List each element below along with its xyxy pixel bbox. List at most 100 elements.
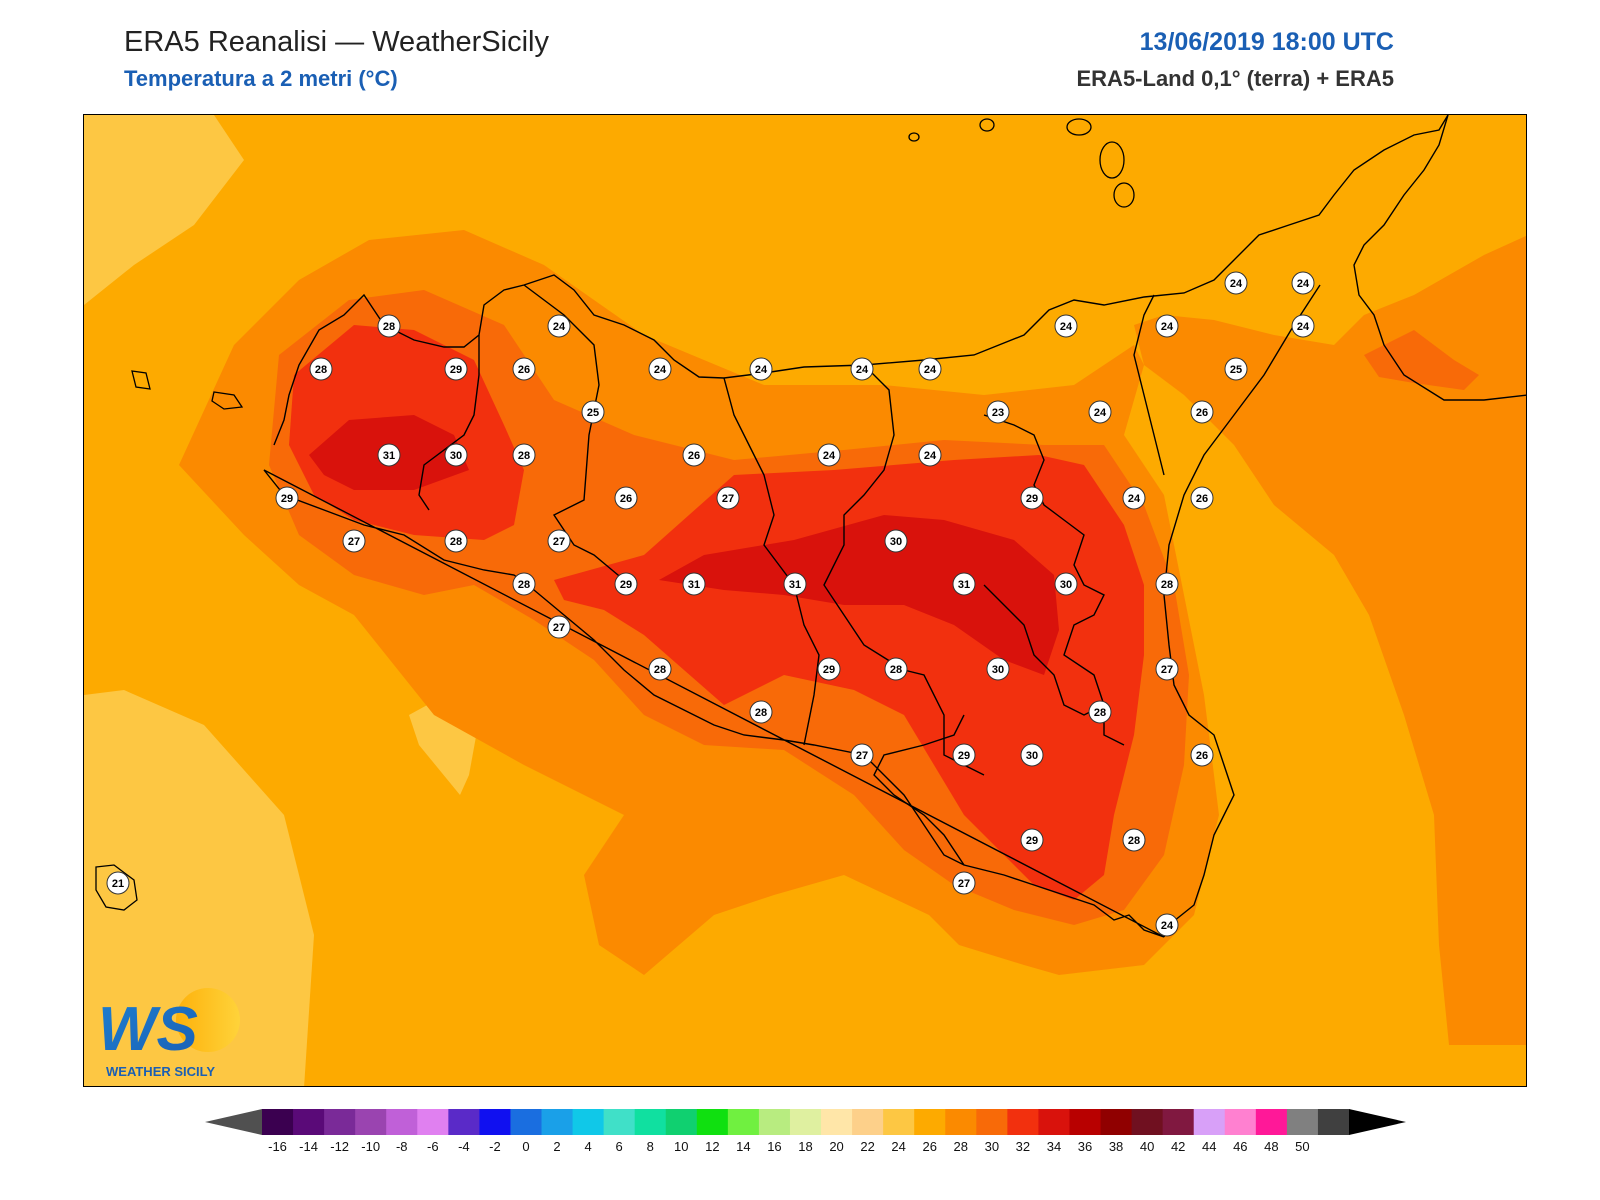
station-marker: 25 <box>581 400 605 424</box>
station-value: 27 <box>856 750 868 762</box>
island-aeolian-4 <box>1113 182 1135 208</box>
station-marker: 24 <box>1291 271 1315 295</box>
station-value: 27 <box>348 536 360 548</box>
logo-sun-icon <box>176 988 240 1052</box>
station-marker: 30 <box>1054 572 1078 596</box>
station-value: 28 <box>1161 579 1173 591</box>
station-marker: 24 <box>1054 314 1078 338</box>
station-circle <box>648 657 672 681</box>
station-circle <box>1020 743 1044 767</box>
colorbar-tick-label: 12 <box>705 1139 719 1154</box>
colorbar-swatch <box>479 1109 511 1135</box>
station-marker: 26 <box>1190 743 1214 767</box>
colorbar-swatch <box>727 1109 760 1135</box>
station-circle <box>884 529 908 553</box>
colorbar-tick-label: 22 <box>860 1139 874 1154</box>
station-value: 26 <box>1196 407 1208 419</box>
colorbar-swatch <box>696 1109 729 1135</box>
station-value: 24 <box>1128 493 1141 505</box>
station-value: 29 <box>1026 835 1038 847</box>
station-marker: 30 <box>884 529 908 553</box>
station-value: 30 <box>992 664 1004 676</box>
station-marker: 26 <box>512 357 536 381</box>
island-ustica <box>908 132 920 142</box>
colorbar-swatch <box>821 1109 853 1135</box>
colorbar-tick-label: 50 <box>1295 1139 1309 1154</box>
field-24-northeast <box>1134 235 1526 1045</box>
map-source: ERA5-Land 0,1° (terra) + ERA5 <box>1076 66 1395 91</box>
station-circle <box>1190 400 1214 424</box>
colorbar-swatch <box>852 1109 884 1135</box>
station-circle <box>749 357 773 381</box>
station-value: 28 <box>450 536 462 548</box>
station-circle <box>648 357 672 381</box>
station-circle <box>614 572 638 596</box>
station-value: 24 <box>924 364 937 376</box>
station-value: 31 <box>688 579 700 591</box>
colorbar-swatch <box>914 1109 946 1135</box>
islands <box>95 118 1135 911</box>
colorbar-tick-label: 30 <box>985 1139 999 1154</box>
station-value: 24 <box>1060 321 1073 333</box>
colorbar-tick-label: 24 <box>891 1139 905 1154</box>
station-marker: 24 <box>817 443 841 467</box>
colorbar-tick-label: 2 <box>553 1139 560 1154</box>
colorbar-tick-label: -6 <box>427 1139 439 1154</box>
station-circle <box>444 443 468 467</box>
sicily-coast <box>273 115 1449 446</box>
station-value: 25 <box>587 407 599 419</box>
island-egadi-1 <box>131 370 151 390</box>
map-title: ERA5 Reanalisi — WeatherSicily <box>124 26 549 58</box>
station-circle <box>512 572 536 596</box>
station-circle <box>817 657 841 681</box>
station-value: 25 <box>1230 364 1242 376</box>
station-circle <box>614 486 638 510</box>
island-aeolian-1 <box>979 118 995 132</box>
station-value: 24 <box>823 450 836 462</box>
province-border-8 <box>873 714 965 866</box>
station-circle <box>850 743 874 767</box>
colorbar-swatch <box>1255 1109 1288 1135</box>
station-value: 26 <box>1196 493 1208 505</box>
province-border-3 <box>723 377 820 746</box>
station-marker: 28 <box>749 700 773 724</box>
station-marker: 26 <box>682 443 706 467</box>
temperature-map: 28 24 28 29 26 24 24 24 24 24 24 24 24 24 25 25 23 24 26 31… <box>83 114 1527 1087</box>
colorbar-swatch <box>634 1109 667 1135</box>
station-value: 27 <box>553 622 565 634</box>
mainland-coast <box>1353 115 1526 401</box>
station-value: 31 <box>958 579 970 591</box>
station-value: 28 <box>518 579 530 591</box>
province-border-6 <box>983 584 1105 716</box>
station-marker: 29 <box>1020 486 1044 510</box>
station-marker: 31 <box>377 443 401 467</box>
province-border-5 <box>983 414 1125 746</box>
colorbar-swatch <box>1100 1109 1133 1135</box>
island-aeolian-3 <box>1099 141 1125 179</box>
station-marker: 28 <box>1122 828 1146 852</box>
station-marker: 28 <box>648 657 672 681</box>
station-value: 29 <box>1026 493 1038 505</box>
colorbar-tick-label: -16 <box>268 1139 287 1154</box>
colorbar-swatch <box>1317 1109 1350 1135</box>
station-marker: 24 <box>918 443 942 467</box>
colorbar-swatch <box>1193 1109 1226 1135</box>
station-value: 27 <box>553 536 565 548</box>
province-border-7 <box>1133 294 1165 476</box>
island-aeolian-2 <box>1066 118 1092 136</box>
south-coast <box>263 469 1165 938</box>
station-marker: 30 <box>444 443 468 467</box>
colorbar-tick-label: 6 <box>616 1139 623 1154</box>
logo-initials: WS <box>98 995 198 1064</box>
station-circle <box>682 443 706 467</box>
station-labels: 28 24 28 29 26 24 24 24 24 24 24 24 24 24 25 25 23 24 26 31… <box>106 271 1315 937</box>
colorbar-tick-label: 46 <box>1233 1139 1247 1154</box>
colorbar-swatch <box>603 1109 636 1135</box>
station-circle <box>716 486 740 510</box>
station-value: 27 <box>958 878 970 890</box>
field-20-northwest <box>84 115 244 305</box>
station-marker: 28 <box>512 443 536 467</box>
station-value: 24 <box>1161 920 1174 932</box>
field-26-east <box>1364 330 1479 390</box>
station-circle <box>783 572 807 596</box>
